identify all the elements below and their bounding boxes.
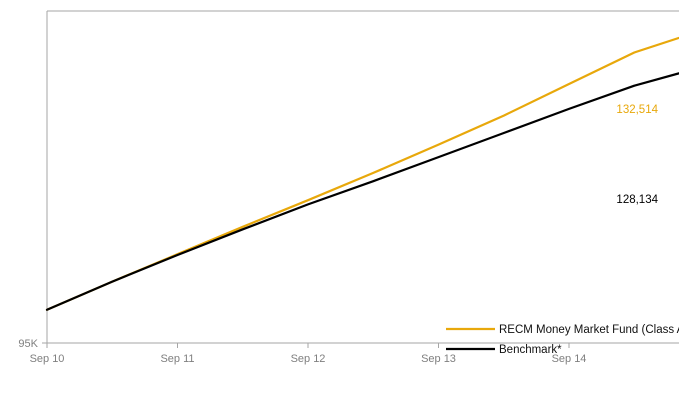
axes: [46, 10, 679, 344]
x-tick-label: Sep 14: [552, 353, 587, 365]
x-tick-label: Sep 13: [421, 353, 456, 365]
legend-label-0: RECM Money Market Fund (Class A): [499, 324, 679, 336]
x-tick-label: Sep 12: [291, 353, 326, 365]
axis-ticks: Sep 10 Sep 11 Sep 12 Sep 13 Sep 14 95K: [18, 338, 586, 365]
x-tick-label: Sep 11: [160, 353, 194, 365]
series-lines: [45, 36, 679, 311]
end-label-0: 132,514: [616, 104, 658, 116]
legend: RECM Money Market Fund (Class A) Benchmar…: [446, 324, 679, 356]
legend-label-1: Benchmark*: [499, 344, 562, 356]
end-label-1: 128,134: [616, 194, 658, 206]
y-tick-label: 95K: [18, 338, 38, 350]
series-line-1: [45, 72, 679, 311]
end-value-labels: 132,514 128,134: [616, 104, 658, 206]
x-tick-label: Sep 10: [30, 353, 65, 365]
series-line-0: [45, 36, 679, 311]
